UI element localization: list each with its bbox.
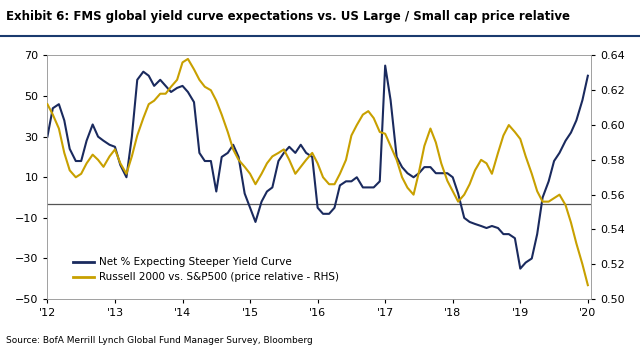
Text: Source: BofA Merrill Lynch Global Fund Manager Survey, Bloomberg: Source: BofA Merrill Lynch Global Fund M… (6, 336, 313, 345)
Text: Exhibit 6: FMS global yield curve expectations vs. US Large / Small cap price re: Exhibit 6: FMS global yield curve expect… (6, 10, 570, 23)
Legend: Net % Expecting Steeper Yield Curve, Russell 2000 vs. S&P500 (price relative - R: Net % Expecting Steeper Yield Curve, Rus… (69, 253, 343, 287)
